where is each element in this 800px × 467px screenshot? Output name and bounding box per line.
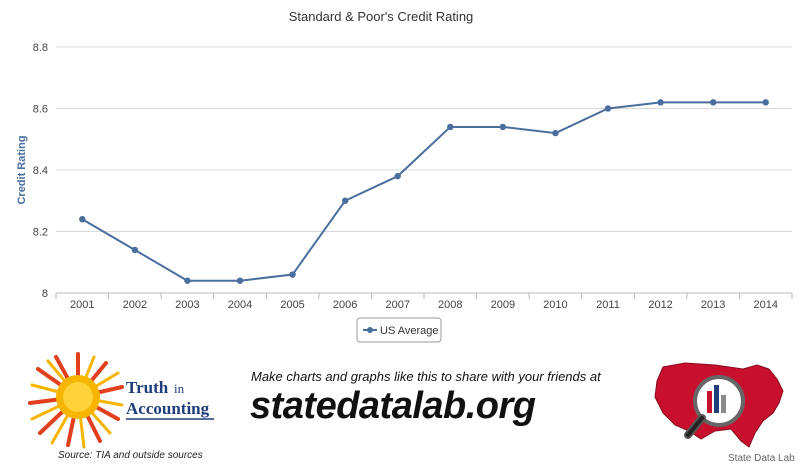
y-tick-label: 8.4 (33, 165, 48, 177)
state-data-lab-credit: State Data Lab (728, 453, 795, 464)
x-tick-label: 2001 (70, 299, 94, 311)
data-point[interactable] (499, 123, 507, 131)
magnifier-icon (684, 375, 745, 439)
data-point[interactable] (79, 216, 86, 223)
x-tick-label: 2002 (123, 299, 147, 311)
tia-source-note: Source: TIA and outside sources (58, 450, 203, 461)
statedatalab-tagline: Make charts and graphs like this to shar… (251, 369, 601, 384)
sun-icon (28, 352, 124, 449)
x-tick-label: 2007 (385, 299, 409, 311)
y-tick-label: 8.6 (33, 104, 48, 116)
x-tick-label: 2014 (753, 299, 777, 311)
data-point[interactable] (762, 99, 769, 106)
x-tick-label: 2009 (491, 299, 515, 311)
truth-in-accounting-logo[interactable]: Truth in Accounting (10, 349, 215, 461)
legend-box (356, 317, 442, 343)
y-tick-label: 8 (42, 288, 48, 300)
x-axis: 2001 2002 2003 2004 2005 2006 2007 2008 2009 2010… (55, 292, 793, 311)
x-tick-label: 2006 (333, 299, 357, 311)
x-tick-label: 2011 (596, 299, 620, 311)
y-axis-label: Credit Rating (16, 135, 28, 204)
x-tick-label: 2004 (228, 299, 252, 311)
series-layer (79, 99, 769, 284)
y-tick-label: 8.8 (33, 42, 48, 54)
data-point[interactable] (657, 99, 664, 106)
x-tick-label: 2005 (280, 299, 304, 311)
x-tick-label: 2013 (701, 299, 725, 311)
data-point[interactable] (236, 277, 244, 284)
tia-truth-text: Truth (126, 378, 169, 397)
tia-accounting-text: Accounting (126, 399, 210, 418)
y-gridlines: 8 8.2 8.4 8.6 8.8 (33, 42, 792, 300)
x-tick-label: 2008 (438, 299, 462, 311)
legend[interactable]: US Average (356, 317, 442, 343)
data-point[interactable] (184, 277, 191, 284)
x-tick-label: 2012 (648, 299, 672, 311)
legend-marker (367, 327, 373, 333)
statedatalab-url-link[interactable]: statedatalab.org (250, 385, 536, 427)
data-point[interactable] (447, 123, 454, 131)
y-tick-label: 8.2 (33, 227, 48, 239)
line-chart: Standard & Poor's Credit Rating 88.28.48… (16, 9, 793, 343)
data-point[interactable] (131, 246, 139, 254)
data-point[interactable] (289, 271, 296, 278)
chart-title: Standard & Poor's Credit Rating (289, 9, 474, 24)
x-tick-label: 2003 (175, 299, 199, 311)
chart-area: Standard & Poor's Credit Rating 8 8.2 8.4 8… (16, 9, 793, 343)
data-point[interactable] (709, 99, 717, 106)
series-line-us-average (81, 101, 766, 282)
footer: Truth in Accounting Source: TIA and outs… (0, 345, 800, 467)
data-point[interactable] (604, 105, 612, 112)
legend-label: US Average (380, 325, 439, 337)
data-point[interactable] (341, 197, 349, 204)
state-data-lab-map-logo[interactable] (645, 351, 795, 457)
x-tick-label: 2010 (543, 299, 567, 311)
tia-in-text: in (174, 381, 185, 396)
data-point[interactable] (394, 172, 401, 180)
data-point[interactable] (552, 129, 559, 137)
